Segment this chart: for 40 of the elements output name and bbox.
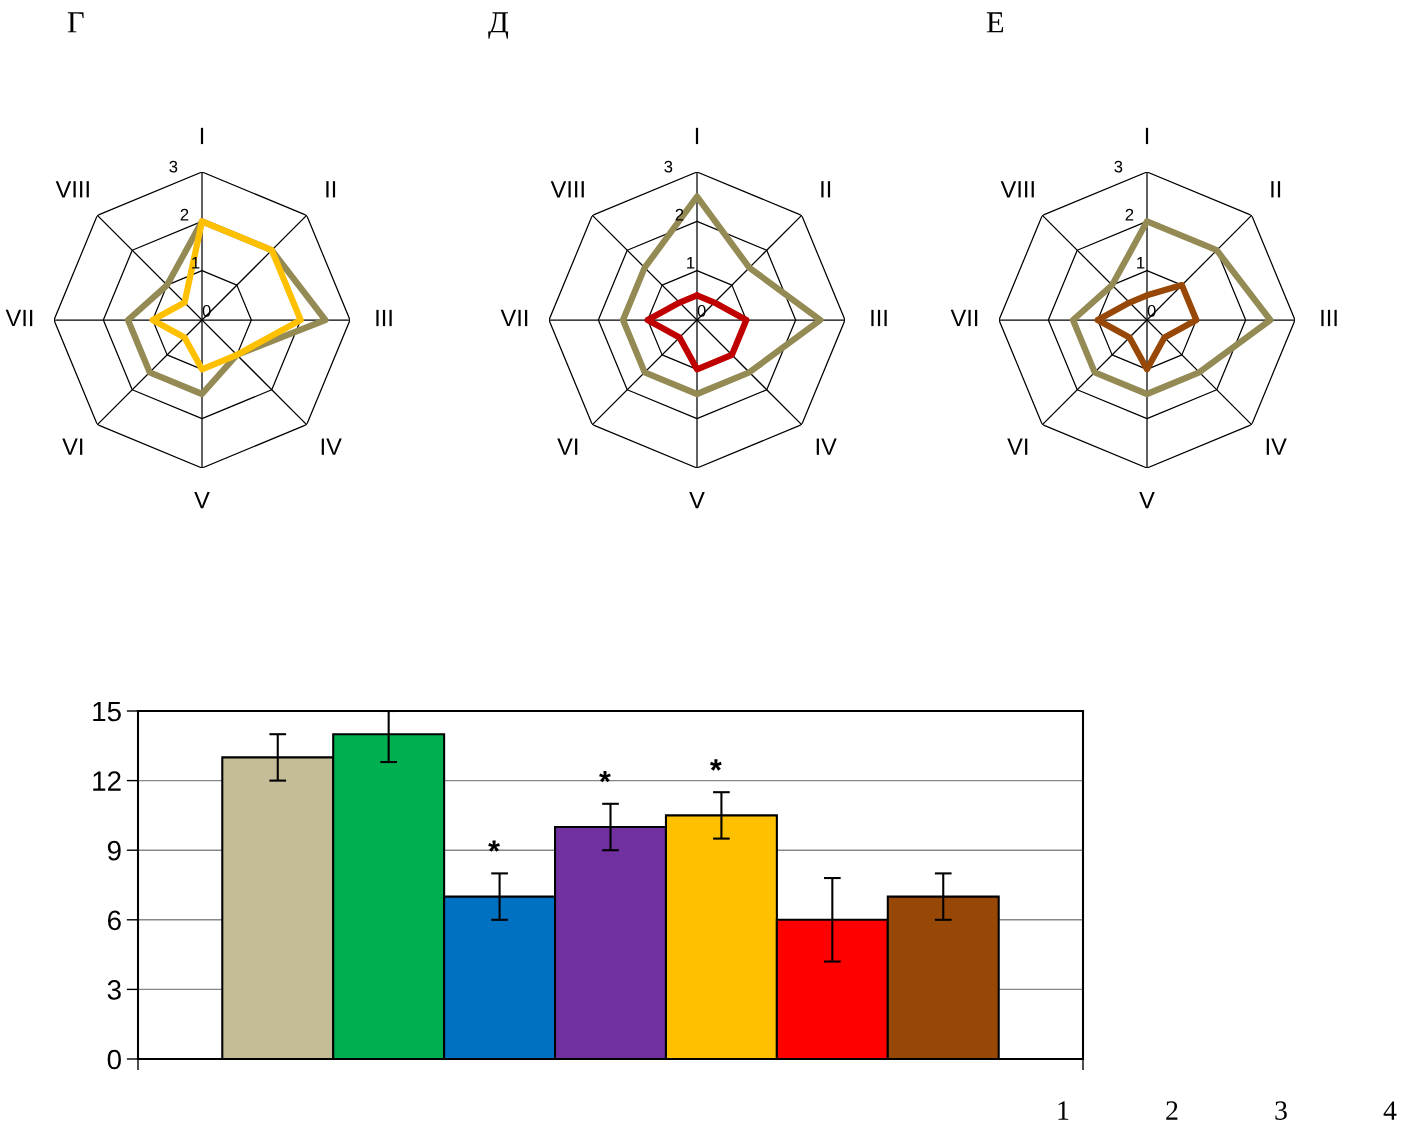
text: 2 xyxy=(1166,1101,1178,1120)
spoke-label: IV xyxy=(321,438,342,455)
spoke-label: II xyxy=(326,181,336,198)
y-tick-label: 15 xyxy=(93,701,121,722)
spoke-label: VI xyxy=(62,438,83,455)
spoke-label: I xyxy=(200,127,204,145)
y-tick-label: 3 xyxy=(107,980,121,1000)
spoke-label: I xyxy=(1145,127,1149,145)
text: 1 xyxy=(1058,1101,1069,1120)
spoke-label: VII xyxy=(5,309,33,327)
spoke-label: V xyxy=(689,491,705,509)
spoke-label: III xyxy=(1321,309,1337,327)
spoke-label: VIII xyxy=(550,181,584,198)
spoke-label: V xyxy=(1139,491,1155,509)
spoke-label: IV xyxy=(1266,438,1287,455)
y-tick-label: 0 xyxy=(107,1049,121,1070)
data-label: * xyxy=(599,770,611,783)
text: 4 xyxy=(1383,1101,1397,1120)
data-label: * xyxy=(488,840,500,852)
spoke-label: VI xyxy=(1007,438,1028,455)
y-tick-label: 12 xyxy=(93,771,121,791)
chart-title: Е xyxy=(986,12,1004,33)
chart-title: Д xyxy=(488,12,509,39)
y-tick-label: 9 xyxy=(107,840,121,861)
spoke-label: II xyxy=(821,181,831,198)
data-label: * xyxy=(710,759,722,771)
spoke-label: VII xyxy=(950,309,978,327)
spoke-label: V xyxy=(194,491,210,509)
spoke-label: III xyxy=(376,309,392,327)
spoke-label: VIII xyxy=(1000,181,1034,198)
chart-title: Г xyxy=(67,12,84,33)
spoke-label: VII xyxy=(500,309,528,327)
spoke-label: VIII xyxy=(55,181,89,198)
spoke-label: VI xyxy=(557,438,578,455)
text: 3 xyxy=(1275,1101,1287,1120)
spoke-label: IV xyxy=(816,438,837,455)
y-tick-label: 6 xyxy=(107,910,121,931)
spoke-label: I xyxy=(695,127,699,145)
spoke-label: III xyxy=(871,309,887,327)
spoke-label: II xyxy=(1271,181,1281,198)
